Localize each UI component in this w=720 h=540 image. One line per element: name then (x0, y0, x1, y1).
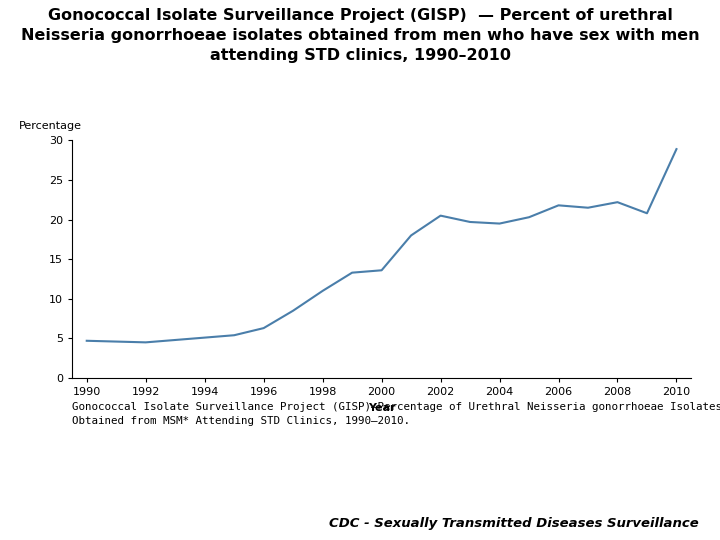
Text: Gonococcal Isolate Surveillance Project (GISP)  — Percent of urethral
Neisseria : Gonococcal Isolate Surveillance Project … (21, 8, 699, 63)
X-axis label: Year: Year (368, 403, 395, 413)
Text: Gonococcal Isolate Surveillance Project (GISP)—Percentage of Urethral Neisseria : Gonococcal Isolate Surveillance Project … (72, 402, 720, 426)
Text: Percentage: Percentage (19, 121, 82, 131)
Text: CDC - Sexually Transmitted Diseases Surveillance: CDC - Sexually Transmitted Diseases Surv… (328, 517, 698, 530)
